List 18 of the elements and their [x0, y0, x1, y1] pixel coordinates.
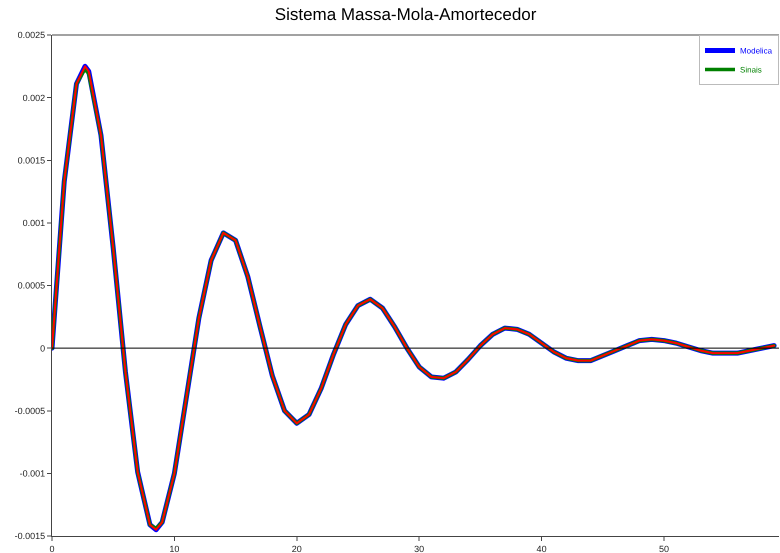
x-tick-label: 10 [169, 544, 180, 553]
x-tick-label: 20 [292, 544, 302, 553]
y-tick-label: 0.001 [22, 218, 46, 228]
y-tick-label: -0.0015 [14, 531, 46, 542]
chart-title: Sistema Massa-Mola-Amortecedor [274, 5, 537, 24]
y-tick-label: 0.0005 [18, 280, 46, 291]
legend-label: Modelica [740, 46, 773, 56]
y-tick-label: -0.0005 [14, 406, 46, 416]
x-tick-label: 40 [536, 544, 547, 553]
y-tick-label: 0 [40, 343, 46, 354]
y-tick-label: 0.002 [22, 92, 46, 103]
y-tick-label: 0.0015 [18, 155, 46, 166]
y-tick-label: -0.001 [20, 468, 46, 479]
x-tick-label: 50 [658, 544, 669, 553]
legend-label: Sinais [740, 66, 762, 75]
x-tick-label: 0 [49, 544, 55, 553]
x-tick-label: 30 [414, 544, 424, 553]
y-tick-label: 0.0025 [18, 30, 46, 40]
